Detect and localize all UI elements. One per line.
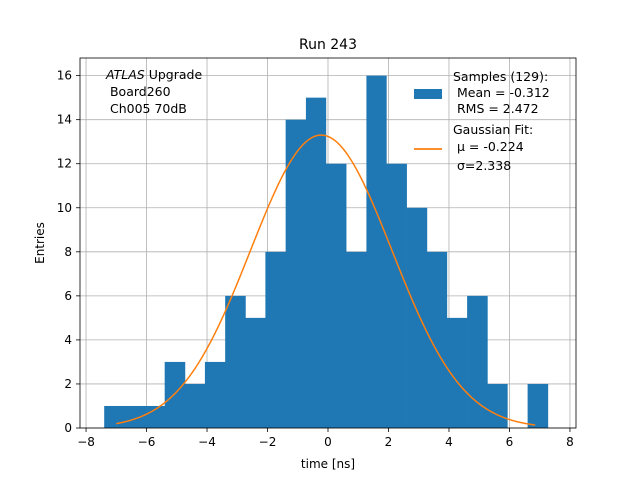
histogram-bar-5 (204, 361, 226, 428)
histogram-bars (104, 75, 549, 429)
y-tick-label-4: 8 (64, 245, 72, 259)
x-axis-label: time [ns] (301, 457, 355, 471)
histogram-bar-6 (225, 295, 246, 428)
y-tick-label-7: 14 (57, 113, 72, 127)
histogram-bar-21 (527, 383, 549, 428)
chart-title: Run 243 (299, 37, 357, 53)
histogram-bar-19 (487, 383, 508, 428)
y-tick-label-6: 12 (57, 157, 72, 171)
histogram-bar-13 (366, 75, 387, 428)
x-tick-label-2: −4 (198, 435, 216, 449)
histogram-bar-10 (305, 97, 327, 429)
annotation-line-1: ATLAS Upgrade (105, 67, 202, 82)
x-tick-label-3: −2 (259, 435, 277, 449)
gaussian-fit-curve (116, 134, 536, 426)
histogram-bar-3 (164, 361, 186, 428)
x-tick-label-5: 2 (385, 435, 393, 449)
y-tick-label-5: 10 (57, 201, 72, 215)
histogram-bar-11 (325, 163, 347, 428)
upgrade-label: Upgrade (145, 67, 203, 82)
histogram-bar-9 (285, 119, 307, 429)
histogram-bar-17 (446, 317, 468, 428)
legend-samples-line-3: RMS = 2.472 (453, 101, 539, 116)
x-tick-label-4: 0 (324, 435, 332, 449)
legend-fit-line-2: μ = -0.224 (453, 139, 524, 154)
legend-fit-line-1: Gaussian Fit: (453, 122, 533, 137)
histogram-bar-2 (144, 405, 165, 428)
y-tick-label-3: 6 (64, 289, 72, 303)
histogram-bar-0 (104, 405, 125, 428)
legend-samples-line-1: Samples (129): (453, 69, 548, 84)
y-axis-ticks: 0 2 4 6 8 10 12 14 16 (57, 69, 80, 435)
x-tick-label-8: 8 (566, 435, 574, 449)
x-tick-label-0: −8 (77, 435, 95, 449)
atlas-label: ATLAS (105, 67, 145, 82)
annotation-line-3: Ch005 70dB (106, 101, 187, 116)
histogram-bar-14 (386, 163, 407, 428)
histogram-bar-15 (406, 207, 428, 428)
x-tick-label-1: −6 (138, 435, 156, 449)
x-tick-label-7: 6 (506, 435, 514, 449)
annotation-line-2: Board260 (106, 84, 171, 99)
y-tick-label-2: 4 (64, 333, 72, 347)
legend-samples-swatch (414, 89, 442, 99)
histogram-bar-16 (426, 251, 448, 428)
legend: Samples (129): Mean = -0.312 RMS = 2.472… (414, 69, 550, 173)
histogram-bar-4 (184, 383, 206, 428)
annotation-box: ATLAS Upgrade Board260 Ch005 70dB (105, 67, 202, 116)
histogram-bar-8 (265, 251, 286, 428)
y-tick-label-0: 0 (64, 421, 72, 435)
legend-samples-line-2: Mean = -0.312 (453, 85, 550, 100)
legend-fit-line-3: σ=2.338 (453, 158, 511, 173)
x-axis-ticks: −8 −6 −4 −2 0 2 4 6 8 (77, 428, 574, 449)
y-tick-label-8: 16 (57, 69, 72, 83)
y-axis-label: Entries (33, 222, 47, 264)
histogram-bar-12 (346, 251, 367, 428)
y-tick-label-1: 2 (64, 377, 72, 391)
histogram-bar-1 (124, 405, 145, 428)
x-tick-label-6: 4 (445, 435, 453, 449)
histogram-bar-7 (245, 317, 266, 428)
histogram-bar-18 (467, 295, 488, 428)
